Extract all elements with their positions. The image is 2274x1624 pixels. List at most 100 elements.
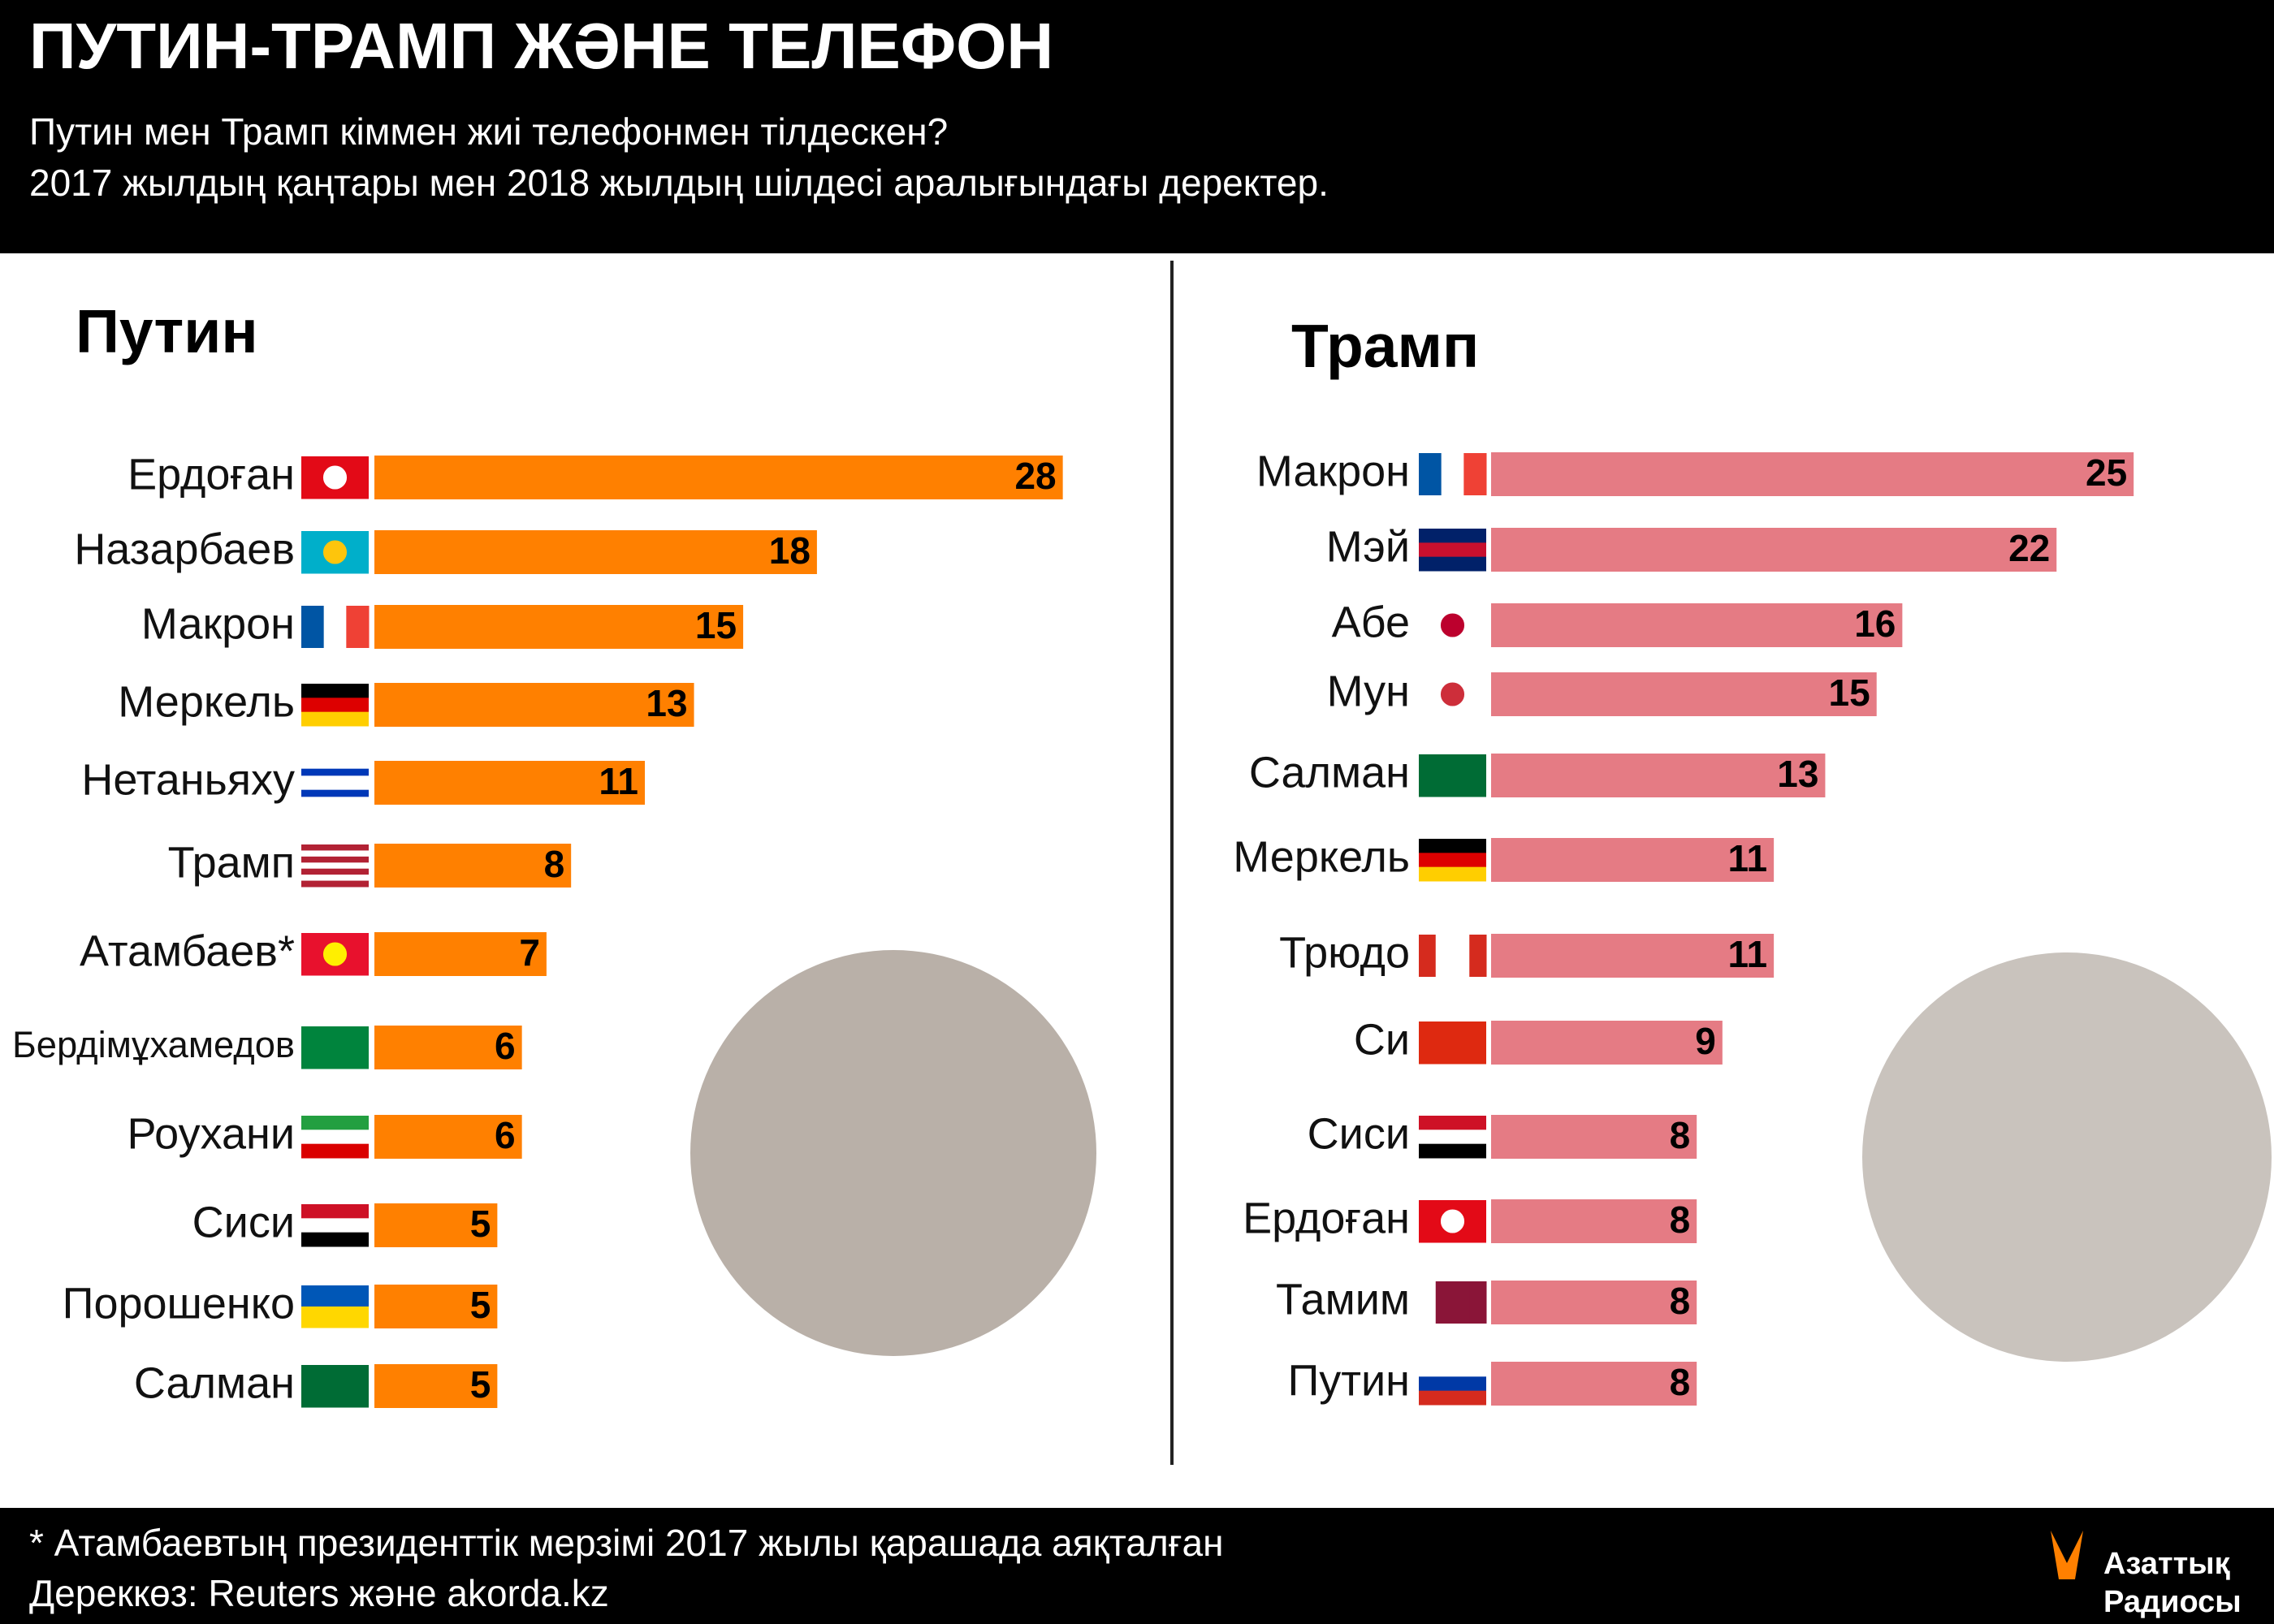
flag — [1419, 1281, 1437, 1324]
value-label: 6 — [495, 1114, 516, 1156]
value-label: 15 — [695, 604, 737, 646]
category-label: Мэй — [1326, 522, 1410, 571]
flag — [1419, 1129, 1486, 1145]
category-label: Ердоған — [128, 450, 295, 499]
flag — [1440, 613, 1465, 637]
flag — [301, 868, 369, 875]
footnote: * Атамбаевтың президенттік мерзімі 2017 … — [29, 1522, 1224, 1564]
photo-putin — [690, 950, 1096, 1356]
flag — [301, 850, 369, 857]
category-label: Сиси — [192, 1198, 295, 1246]
bar — [374, 1285, 498, 1328]
flag — [301, 844, 369, 851]
value-label: 8 — [1670, 1280, 1691, 1322]
value-label: 8 — [1670, 1114, 1691, 1156]
value-label: 11 — [1727, 933, 1767, 975]
value-label: 25 — [2086, 451, 2127, 494]
bar — [374, 1364, 498, 1408]
category-label: Салман — [1249, 748, 1410, 797]
value-label: 11 — [599, 760, 638, 802]
flag — [301, 789, 369, 797]
flag — [1469, 1281, 1487, 1324]
category-label: Порошенко — [63, 1279, 295, 1328]
category-label: Нетаньяху — [81, 755, 295, 804]
flag — [301, 762, 369, 770]
bar — [1491, 1021, 1723, 1065]
value-label: 13 — [646, 682, 687, 724]
flag — [1419, 529, 1486, 543]
flag — [1419, 1143, 1486, 1159]
logo-text: Радиосы — [2103, 1585, 2242, 1619]
category-label: Абе — [1332, 598, 1410, 646]
flag — [322, 465, 348, 490]
flag — [301, 711, 369, 727]
value-label: 13 — [1777, 753, 1818, 795]
flag — [346, 606, 370, 648]
title: ПУТИН-ТРАМП ЖӘНЕ ТЕЛЕФОН — [29, 10, 1053, 82]
bar — [374, 605, 744, 649]
category-label: Сиси — [1308, 1109, 1410, 1158]
header-band — [0, 0, 2274, 253]
flag — [301, 698, 369, 713]
flag — [322, 540, 348, 564]
flag — [301, 1143, 369, 1159]
category-label: Бердімұхамедов — [12, 1024, 295, 1065]
flag — [1419, 1116, 1486, 1130]
value-label: 5 — [470, 1203, 491, 1245]
bar — [374, 844, 572, 888]
flag — [1435, 1281, 1453, 1324]
category-label: Трамп — [168, 838, 295, 887]
panel-title: Трамп — [1291, 312, 1479, 380]
flag — [301, 880, 369, 888]
panel-title: Путин — [76, 297, 258, 365]
value-label: 16 — [1854, 603, 1896, 645]
flag — [1419, 1021, 1486, 1065]
logo-icon — [2051, 1531, 2083, 1579]
flag — [301, 1307, 369, 1328]
category-label: Назарбаев — [74, 525, 295, 573]
flag — [1469, 935, 1487, 977]
flag — [1419, 542, 1486, 558]
flag — [1419, 453, 1442, 495]
category-label: Путин — [1287, 1356, 1410, 1405]
bar — [374, 1115, 522, 1159]
bar — [1491, 934, 1775, 978]
flag — [301, 606, 325, 648]
bar — [374, 530, 817, 574]
value-label: 6 — [495, 1025, 516, 1067]
flag — [301, 797, 369, 805]
flag — [1435, 935, 1453, 977]
category-label: Мун — [1327, 667, 1410, 715]
category-label: Роухани — [128, 1109, 295, 1158]
flag — [1452, 1281, 1470, 1324]
flag — [301, 775, 369, 784]
flag — [301, 1218, 369, 1233]
value-label: 15 — [1829, 672, 1870, 714]
value-label: 22 — [2008, 527, 2050, 569]
photo-trump — [1862, 952, 2272, 1362]
category-label: Си — [1354, 1015, 1410, 1064]
value-label: 5 — [470, 1284, 491, 1326]
flag — [1419, 1376, 1486, 1392]
flag — [1440, 1209, 1465, 1233]
flag — [1440, 682, 1465, 706]
flag — [1419, 1363, 1486, 1377]
footer-band — [0, 1508, 2274, 1624]
value-label: 8 — [1670, 1361, 1691, 1403]
flag — [1419, 839, 1486, 853]
flag — [301, 1204, 369, 1219]
value-label: 9 — [1695, 1020, 1716, 1062]
category-label: Макрон — [1256, 447, 1410, 495]
category-label: Атамбаев* — [80, 926, 295, 975]
bar — [1491, 1199, 1697, 1243]
value-label: 11 — [1727, 837, 1767, 879]
flag — [301, 1116, 369, 1130]
category-label: Трюдо — [1279, 928, 1410, 977]
flag — [1452, 935, 1470, 977]
category-label: Макрон — [141, 599, 295, 648]
bar — [1491, 452, 2134, 496]
bar — [1491, 672, 1877, 716]
flag — [301, 1232, 369, 1247]
category-label: Ердоған — [1243, 1194, 1410, 1242]
